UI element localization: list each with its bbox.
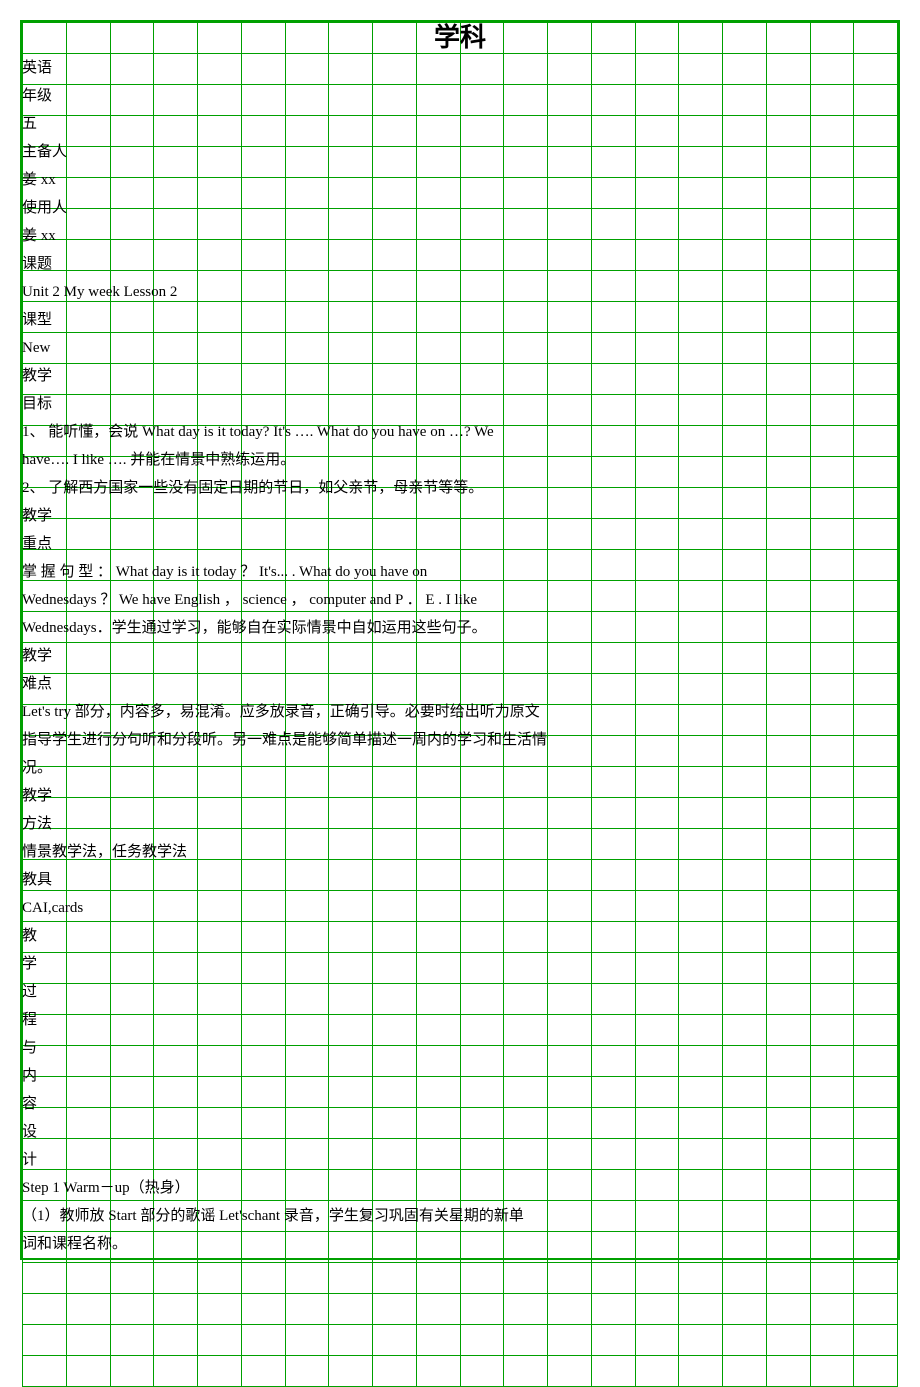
process-label-1: 教 (20, 922, 900, 950)
preparer-label: 主备人 (20, 138, 900, 166)
difficulties-1: Let's try 部分，内容多，易混淆。应多放录音，正确引导。必要时给出听力原… (20, 698, 900, 726)
objectives-label-1: 教学 (20, 362, 900, 390)
difficulties-label-1: 教学 (20, 642, 900, 670)
objective-1a: 1、 能听懂，会说 What day is it today? It's …. … (20, 418, 900, 446)
aids-label: 教具 (20, 866, 900, 894)
difficulties-2: 指导学生进行分句听和分段听。另一难点是能够简单描述一周内的学习和生活情 (20, 726, 900, 754)
objective-1b: have…. I like …. 并能在情景中熟练运用。 (20, 446, 900, 474)
step1-title: Step 1 Warm－up（热身） (20, 1174, 900, 1202)
keypoints-1: 掌 握 句 型 ： What day is it today ？ It's...… (20, 558, 900, 586)
type-value: New (20, 334, 900, 362)
methods-label-2: 方法 (20, 810, 900, 838)
process-label-3: 过 (20, 978, 900, 1006)
process-label-9: 计 (20, 1146, 900, 1174)
methods-label-1: 教学 (20, 782, 900, 810)
keypoints-label-1: 教学 (20, 502, 900, 530)
preparer-value: 姜 xx (20, 166, 900, 194)
type-label: 课型 (20, 306, 900, 334)
grade-value: 五 (20, 110, 900, 138)
difficulties-3: 况。 (20, 754, 900, 782)
aids-value: CAI,cards (20, 894, 900, 922)
objectives-label-2: 目标 (20, 390, 900, 418)
page-title: 学科 (20, 20, 900, 54)
keypoints-3: Wednesdays．学生通过学习，能够自在实际情景中自如运用这些句子。 (20, 614, 900, 642)
user-value: 姜 xx (20, 222, 900, 250)
user-label: 使用人 (20, 194, 900, 222)
topic-value: Unit 2 My week Lesson 2 (20, 278, 900, 306)
process-label-8: 设 (20, 1118, 900, 1146)
objective-2: 2、 了解西方国家一些没有固定日期的节日，如父亲节，母亲节等等。 (20, 474, 900, 502)
process-label-6: 内 (20, 1062, 900, 1090)
difficulties-label-2: 难点 (20, 670, 900, 698)
methods-value: 情景教学法，任务教学法 (20, 838, 900, 866)
grade-label: 年级 (20, 82, 900, 110)
keypoints-2: Wednesdays ？ We have English ， science ，… (20, 586, 900, 614)
process-label-5: 与 (20, 1034, 900, 1062)
topic-label: 课题 (20, 250, 900, 278)
step1-2: 词和课程名称。 (20, 1230, 900, 1258)
process-label-2: 学 (20, 950, 900, 978)
process-label-4: 程 (20, 1006, 900, 1034)
process-label-7: 容 (20, 1090, 900, 1118)
keypoints-label-2: 重点 (20, 530, 900, 558)
subject-value: 英语 (20, 54, 900, 82)
step1-1: （1）教师放 Start 部分的歌谣 Let'schant 录音，学生复习巩固有… (20, 1202, 900, 1230)
